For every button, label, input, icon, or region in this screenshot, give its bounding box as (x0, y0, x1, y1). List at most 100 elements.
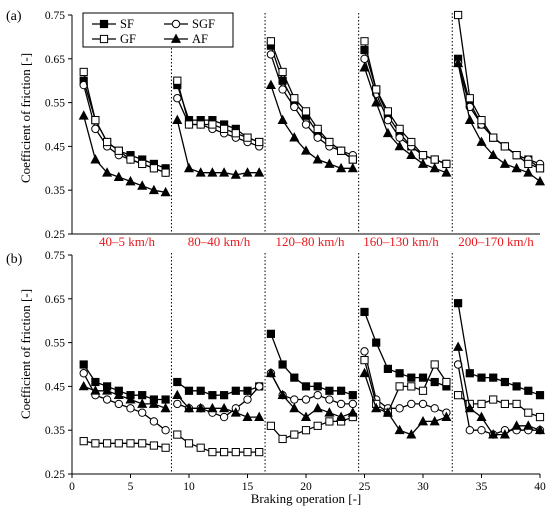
panel-b-sgf-point-6 (138, 408, 147, 417)
panel-a-gf-point-6 (138, 159, 147, 169)
panel-a-gf-point-22 (325, 137, 334, 147)
panel-b-sf-point-8 (161, 395, 170, 404)
x-tick-label: 15 (242, 481, 254, 493)
legend-marker-sgf (171, 19, 181, 29)
panel-b-sf-point-30 (418, 373, 428, 382)
legend-label-sf: SF (120, 17, 134, 31)
panel-a-series-gf (79, 10, 545, 177)
panel-a-series-sgf (79, 50, 545, 177)
panel-a-gf-point-2 (91, 116, 100, 125)
panel-b-sf-point-18 (278, 360, 287, 369)
panel-b-af-point-36 (488, 429, 499, 439)
panel-a-sgf-point-19 (290, 102, 299, 112)
panel-a-label: (a) (6, 9, 22, 24)
panel-a-sgf-point-27 (383, 115, 393, 125)
panel-b-sgf-point-5 (126, 404, 135, 413)
range-label-3: 120–80 km/h (276, 234, 345, 249)
panel-b-sgf-point-30 (418, 399, 428, 409)
panel-b-sf-point-6 (138, 391, 147, 400)
range-label-5: 200–170 km/h (458, 234, 534, 249)
panel-b-af-point-37 (499, 429, 510, 439)
panel-b-af-point-15 (242, 411, 253, 421)
panel-a-sf-line-segment-3 (270, 45, 354, 161)
panel-b-af-point-16 (254, 411, 265, 421)
panel-b-gf-point-31 (430, 360, 439, 369)
panel-a-gf-line-segment-2 (176, 80, 260, 143)
panel-a-af-point-20 (300, 145, 312, 155)
panel-b: (b) Coefficient of friction [-] 0.25 0.35… (6, 250, 546, 506)
panel-a-af-point-15 (242, 167, 253, 177)
panel-a-af-point-13 (219, 167, 230, 177)
panel-b-sgf-point-25 (360, 347, 369, 356)
panel-a-axes: 0.25 0.35 0.45 0.55 0.65 0.75 (45, 10, 540, 241)
panel-b-gf-point-4 (114, 439, 123, 448)
panel-b-sgf-point-3 (102, 395, 112, 404)
x-tick-label: 35 (476, 481, 488, 493)
panel-b-sgf-point-19 (290, 395, 299, 404)
panel-b-series-sgf (79, 347, 545, 439)
panel-a-af-point-40 (534, 175, 546, 186)
x-tick-label: 30 (417, 481, 429, 493)
panel-b-sf-point-24 (348, 391, 357, 400)
panel-a-gf-point-8 (161, 168, 170, 177)
panel-b-sf-point-31 (430, 377, 439, 387)
panel-a-sf-line-segment-2 (176, 84, 260, 143)
panel-b-sgf-point-15 (243, 395, 252, 404)
panel-b-af-point-24 (347, 407, 358, 417)
panel-b-sf-point-19 (290, 373, 299, 382)
panel-b-sgf-point-21 (313, 390, 322, 400)
panel-b-y-tick-label: 0.35 (45, 425, 65, 437)
panel-a-sf-line-segment-5 (457, 58, 541, 169)
panel-b-gf-point-3 (103, 439, 112, 448)
panel-b-af-point-30 (417, 415, 429, 426)
panel-a-sgf-line-segment-4 (363, 58, 447, 165)
panel-b-gf-point-22 (325, 417, 334, 426)
panel-b-gf-point-37 (500, 399, 509, 409)
panel-b-sf-line-segment-4 (363, 311, 447, 388)
panel-a-gf-point-19 (290, 94, 299, 103)
panel-b-y-tick-label: 0.45 (45, 381, 65, 393)
x-tick-label: 5 (128, 481, 134, 493)
panel-a-sgf-point-25 (360, 54, 369, 63)
panel-b-label: (b) (6, 252, 23, 267)
panel-a-gf-point-27 (383, 107, 392, 116)
panel-b-af-point-9 (172, 389, 183, 400)
panel-b-gf-point-17 (266, 421, 275, 430)
panel-b-gf-point-33 (454, 391, 463, 400)
panel-b-series-af (78, 341, 546, 439)
panel-a-af-point-39 (523, 167, 534, 177)
panel-b-gf-point-14 (231, 448, 240, 457)
panel-a-af-point-21 (312, 154, 323, 164)
panel-b-series-sf (79, 299, 545, 404)
panel-b-af-point-29 (406, 429, 417, 439)
x-axis-title: Braking operation [-] (251, 491, 361, 506)
panel-a-y-tick-label: 0.25 (45, 229, 65, 241)
panel-a-gf-point-29 (407, 137, 416, 147)
panel-b-sf-point-39 (524, 386, 533, 395)
panel-a-gf-point-13 (220, 124, 229, 133)
panel-a-gf-point-9 (173, 76, 182, 85)
panel-b-af-point-21 (312, 402, 323, 413)
panel-b-af-point-40 (534, 424, 546, 435)
x-tick-label: 0 (69, 481, 75, 493)
panel-b-af-point-14 (230, 407, 241, 417)
panel-b-af-point-18 (277, 389, 288, 400)
panel-b-sf-point-2 (91, 377, 100, 387)
panel-b-sf-line-segment-5 (457, 303, 541, 396)
panel-a-af-line-segment-3 (270, 84, 353, 169)
panel-a-af-point-6 (137, 180, 148, 190)
panel-a-gf-point-34 (465, 94, 474, 103)
panel-a-gf-point-17 (266, 37, 275, 46)
panel-a-gf-point-1 (79, 67, 88, 77)
panel-b-gf-point-35 (477, 399, 486, 409)
panel-a-af-point-36 (488, 149, 499, 160)
legend-label-af: AF (192, 32, 208, 46)
panel-b-y-tick-label: 0.75 (45, 250, 65, 262)
panel-b-sf-point-40 (535, 391, 545, 400)
panel-b-af-point-32 (441, 411, 452, 421)
panel-a-af-point-27 (382, 127, 393, 138)
panel-b-sgf-point-9 (173, 399, 182, 409)
panel-b-y-tick-label: 0.65 (45, 294, 65, 306)
panel-b-sgf-point-13 (219, 412, 229, 422)
panel-b-af-point-27 (382, 407, 393, 417)
